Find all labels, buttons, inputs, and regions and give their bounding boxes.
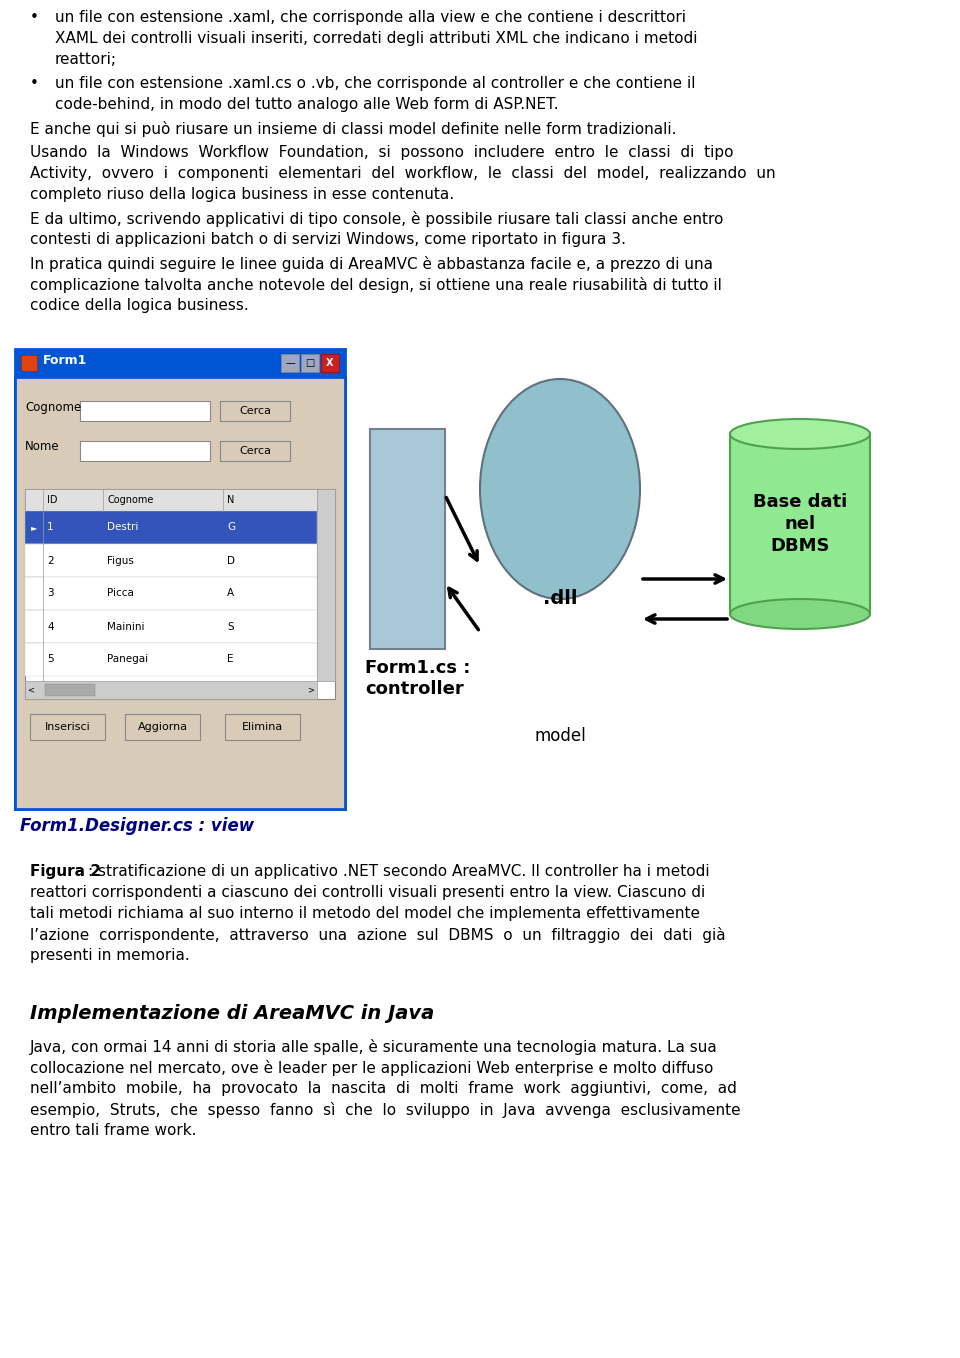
FancyBboxPatch shape bbox=[25, 489, 335, 699]
Text: code-behind, in modo del tutto analogo alle Web form di ASP.NET.: code-behind, in modo del tutto analogo a… bbox=[55, 96, 559, 111]
Text: Figura 2: Figura 2 bbox=[30, 864, 101, 879]
Text: D: D bbox=[227, 555, 235, 565]
FancyBboxPatch shape bbox=[125, 714, 200, 740]
Text: un file con estensione .xaml, che corrisponde alla view e che contiene i descrit: un file con estensione .xaml, che corris… bbox=[55, 10, 686, 24]
Text: Nome: Nome bbox=[25, 440, 60, 454]
Text: >: > bbox=[307, 686, 315, 694]
FancyBboxPatch shape bbox=[220, 401, 290, 421]
FancyBboxPatch shape bbox=[25, 511, 317, 545]
Text: reattori;: reattori; bbox=[55, 52, 117, 67]
Text: 1: 1 bbox=[47, 523, 54, 532]
Ellipse shape bbox=[480, 379, 640, 599]
Text: Activity,  ovvero  i  componenti  elementari  del  workflow,  le  classi  del  m: Activity, ovvero i componenti elementari… bbox=[30, 166, 776, 181]
Text: Form1.Designer.cs : view: Form1.Designer.cs : view bbox=[20, 818, 254, 835]
Ellipse shape bbox=[730, 599, 870, 629]
Text: Cerca: Cerca bbox=[239, 406, 271, 416]
Text: Mainini: Mainini bbox=[107, 622, 145, 631]
FancyBboxPatch shape bbox=[25, 545, 317, 577]
Text: 3: 3 bbox=[47, 588, 54, 599]
Text: E da ultimo, scrivendo applicativi di tipo console, è possibile riusare tali cla: E da ultimo, scrivendo applicativi di ti… bbox=[30, 210, 724, 227]
Text: Implementazione di AreaMVC in Java: Implementazione di AreaMVC in Java bbox=[30, 1004, 434, 1023]
Text: Figus: Figus bbox=[107, 555, 133, 565]
FancyBboxPatch shape bbox=[370, 429, 445, 649]
Text: —: — bbox=[285, 359, 295, 368]
FancyBboxPatch shape bbox=[30, 714, 105, 740]
Text: Base dati
nel
DBMS: Base dati nel DBMS bbox=[753, 493, 847, 555]
Text: completo riuso della logica business in esse contenuta.: completo riuso della logica business in … bbox=[30, 187, 454, 202]
FancyBboxPatch shape bbox=[25, 680, 317, 699]
FancyBboxPatch shape bbox=[80, 401, 210, 421]
Text: entro tali frame work.: entro tali frame work. bbox=[30, 1123, 197, 1138]
Text: •: • bbox=[30, 76, 38, 91]
Text: Usando  la  Windows  Workflow  Foundation,  si  possono  includere  entro  le  c: Usando la Windows Workflow Foundation, s… bbox=[30, 145, 733, 160]
Text: G: G bbox=[227, 523, 235, 532]
FancyBboxPatch shape bbox=[45, 684, 95, 697]
Text: <: < bbox=[28, 686, 35, 694]
Text: model: model bbox=[534, 727, 586, 746]
Text: Cerca: Cerca bbox=[239, 445, 271, 456]
FancyBboxPatch shape bbox=[730, 435, 870, 614]
Text: Java, con ormai 14 anni di storia alle spalle, è sicuramente una tecnologia matu: Java, con ormai 14 anni di storia alle s… bbox=[30, 1039, 718, 1055]
Text: l’azione  corrispondente,  attraverso  una  azione  sul  DBMS  o  un  filtraggio: l’azione corrispondente, attraverso una … bbox=[30, 928, 726, 942]
FancyBboxPatch shape bbox=[317, 489, 335, 680]
Text: Cognome: Cognome bbox=[25, 401, 82, 413]
Text: Panegai: Panegai bbox=[107, 655, 148, 664]
Text: Elimina: Elimina bbox=[242, 722, 283, 732]
Text: Destri: Destri bbox=[107, 523, 138, 532]
Text: XAML dei controlli visuali inseriti, corredati degli attributi XML che indicano : XAML dei controlli visuali inseriti, cor… bbox=[55, 31, 698, 46]
Text: E anche qui si può riusare un insieme di classi model definite nelle form tradiz: E anche qui si può riusare un insieme di… bbox=[30, 121, 677, 137]
Text: ID: ID bbox=[47, 496, 58, 505]
Text: Inserisci: Inserisci bbox=[44, 722, 90, 732]
Text: N: N bbox=[227, 496, 234, 505]
Text: .dll: .dll bbox=[542, 589, 577, 608]
Text: esempio,  Struts,  che  spesso  fanno  sì  che  lo  sviluppo  in  Java  avvenga : esempio, Struts, che spesso fanno sì che… bbox=[30, 1101, 740, 1118]
Text: nell’ambito  mobile,  ha  provocato  la  nascita  di  molti  frame  work  aggiun: nell’ambito mobile, ha provocato la nasc… bbox=[30, 1081, 737, 1096]
FancyBboxPatch shape bbox=[301, 354, 319, 372]
Text: collocazione nel mercato, ove è leader per le applicazioni Web enterprise e molt: collocazione nel mercato, ove è leader p… bbox=[30, 1061, 713, 1076]
Polygon shape bbox=[21, 354, 37, 371]
FancyBboxPatch shape bbox=[25, 489, 317, 511]
Text: •: • bbox=[30, 10, 38, 24]
FancyBboxPatch shape bbox=[321, 354, 339, 372]
FancyBboxPatch shape bbox=[25, 642, 317, 676]
Text: Cognome: Cognome bbox=[107, 496, 154, 505]
FancyBboxPatch shape bbox=[25, 610, 317, 642]
Text: Form1.cs :
controller: Form1.cs : controller bbox=[365, 659, 470, 698]
Ellipse shape bbox=[730, 420, 870, 449]
Text: tali metodi richiama al suo interno il metodo del model che implementa effettiva: tali metodi richiama al suo interno il m… bbox=[30, 906, 700, 921]
Text: Form1: Form1 bbox=[43, 354, 87, 367]
Polygon shape bbox=[15, 349, 345, 378]
Text: A: A bbox=[227, 588, 234, 599]
Text: complicazione talvolta anche notevole del design, si ottiene una reale riusabili: complicazione talvolta anche notevole de… bbox=[30, 277, 722, 293]
Text: S: S bbox=[227, 622, 233, 631]
FancyBboxPatch shape bbox=[15, 378, 345, 809]
Text: Picca: Picca bbox=[107, 588, 133, 599]
Text: reattori corrispondenti a ciascuno dei controlli visuali presenti entro la view.: reattori corrispondenti a ciascuno dei c… bbox=[30, 885, 706, 900]
FancyBboxPatch shape bbox=[25, 577, 317, 610]
FancyBboxPatch shape bbox=[220, 441, 290, 460]
Text: □: □ bbox=[305, 359, 315, 368]
Text: : stratificazione di un applicativo .NET secondo AreaMVC. Il controller ha i met: : stratificazione di un applicativo .NET… bbox=[88, 864, 709, 879]
Text: ►: ► bbox=[31, 523, 37, 532]
Text: E: E bbox=[227, 655, 233, 664]
Text: un file con estensione .xaml.cs o .vb, che corrisponde al controller e che conti: un file con estensione .xaml.cs o .vb, c… bbox=[55, 76, 695, 91]
Text: In pratica quindi seguire le linee guida di AreaMVC è abbastanza facile e, a pre: In pratica quindi seguire le linee guida… bbox=[30, 257, 713, 272]
Text: Aggiorna: Aggiorna bbox=[137, 722, 187, 732]
FancyBboxPatch shape bbox=[80, 441, 210, 460]
Text: codice della logica business.: codice della logica business. bbox=[30, 297, 249, 312]
FancyBboxPatch shape bbox=[225, 714, 300, 740]
FancyBboxPatch shape bbox=[281, 354, 299, 372]
Text: 5: 5 bbox=[47, 655, 54, 664]
Text: 2: 2 bbox=[47, 555, 54, 565]
Text: 4: 4 bbox=[47, 622, 54, 631]
Text: presenti in memoria.: presenti in memoria. bbox=[30, 948, 190, 963]
Text: X: X bbox=[326, 359, 334, 368]
Text: contesti di applicazioni batch o di servizi Windows, come riportato in figura 3.: contesti di applicazioni batch o di serv… bbox=[30, 232, 626, 247]
